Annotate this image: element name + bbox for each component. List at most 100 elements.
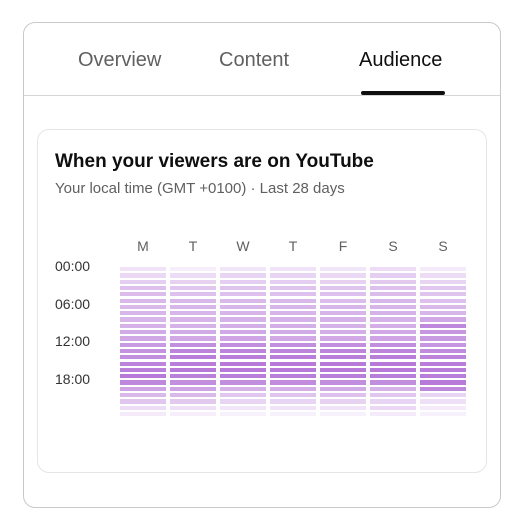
heatmap-cell [320,355,366,360]
heatmap-cell [170,399,216,404]
heatmap-cell [120,292,166,297]
heatmap-cell [320,342,366,347]
heatmap-cell [170,273,216,278]
heatmap-cell [120,405,166,410]
heatmap-cell [320,273,366,278]
card-title: When your viewers are on YouTube [55,151,374,172]
heatmap-cell [320,311,366,316]
heatmap-cell [420,267,466,272]
heatmap-cell [120,311,166,316]
heatmap-cell [170,330,216,335]
heatmap-cell [220,317,266,322]
heatmap-cell [270,386,316,391]
heatmap-cell [170,267,216,272]
active-tab-indicator [361,91,445,95]
heatmap-cell [320,411,366,417]
heatmap-cell [420,273,466,278]
heatmap-cell [270,342,316,347]
day-label: S [438,238,448,254]
hour-label: 06:00 [55,296,91,312]
heatmap-cell [270,411,316,417]
heatmap-cell [420,323,466,328]
heatmap-cell [320,330,366,335]
heatmap-cell [220,355,266,360]
heatmap-cell [220,330,266,335]
heatmap-cell [420,298,466,303]
heatmap-cell [370,279,416,284]
heatmap-cell [270,367,316,373]
heatmap-cell [420,405,466,410]
heatmap-cell [270,361,316,366]
day-label: F [338,238,348,254]
heatmap-cell [370,292,416,297]
heatmap-cell [220,342,266,347]
heatmap-cell [120,386,166,391]
heatmap-cell [170,355,216,360]
heatmap-cell [220,323,266,328]
heatmap-cell [120,317,166,322]
hour-label: 00:00 [55,258,91,274]
heatmap-cell [320,298,366,303]
heatmap-cell [370,273,416,278]
heatmap-cell [370,298,416,303]
heatmap-cell [270,380,316,385]
heatmap-cell [270,399,316,404]
heatmap-cell [170,285,216,291]
heatmap-cell [220,279,266,284]
heatmap-cell [270,336,316,341]
heatmap-cell [370,323,416,328]
heatmap-cell [370,330,416,335]
heatmap-cell [220,386,266,391]
heatmap-cell [220,273,266,278]
heatmap-cell [420,292,466,297]
heatmap-cell [320,399,366,404]
heatmap-cell [270,317,316,322]
day-label: S [388,238,398,254]
heatmap-cell [220,405,266,410]
heatmap-cell [320,279,366,284]
heatmap-cell [370,267,416,272]
heatmap-cell [170,374,216,379]
heatmap-cell [420,279,466,284]
heatmap-cell [120,399,166,404]
heatmap-cell [320,304,366,310]
heatmap-cell [170,317,216,322]
heatmap-cell [120,279,166,284]
heatmap-cell [170,342,216,347]
heatmap-cell [220,267,266,272]
card-subtitle: Your local time (GMT +0100) · Last 28 da… [55,180,345,197]
heatmap-cell [120,361,166,366]
heatmap-cell [370,336,416,341]
heatmap-cell [270,374,316,379]
heatmap-cell [370,348,416,354]
heatmap-cell [420,374,466,379]
heatmap-cell [170,393,216,398]
heatmap-cell [170,411,216,417]
heatmap-cell [170,386,216,391]
heatmap-cell [370,380,416,385]
heatmap-cell [120,367,166,373]
day-label: T [188,238,198,254]
heatmap-cell [170,380,216,385]
heatmap-cell [370,411,416,417]
heatmap-cell [270,279,316,284]
heatmap-cell [270,405,316,410]
heatmap-cell [170,304,216,310]
heatmap-cell [420,355,466,360]
tab-audience[interactable]: Audience [359,49,443,71]
heatmap-cell [270,323,316,328]
heatmap-cell [120,393,166,398]
heatmap-cell [370,399,416,404]
heatmap-cell [170,311,216,316]
heatmap-cell [320,393,366,398]
day-label: T [288,238,298,254]
heatmap-cell [170,298,216,303]
heatmap-cell [220,311,266,316]
tab-content[interactable]: Content [219,49,290,71]
heatmap-cell [120,355,166,360]
heatmap-cell [420,311,466,316]
tab-overview[interactable]: Overview [78,49,162,71]
heatmap-cell [220,374,266,379]
analytics-panel: Overview Content Audience When your view… [23,22,501,508]
heatmap-cell [270,292,316,297]
